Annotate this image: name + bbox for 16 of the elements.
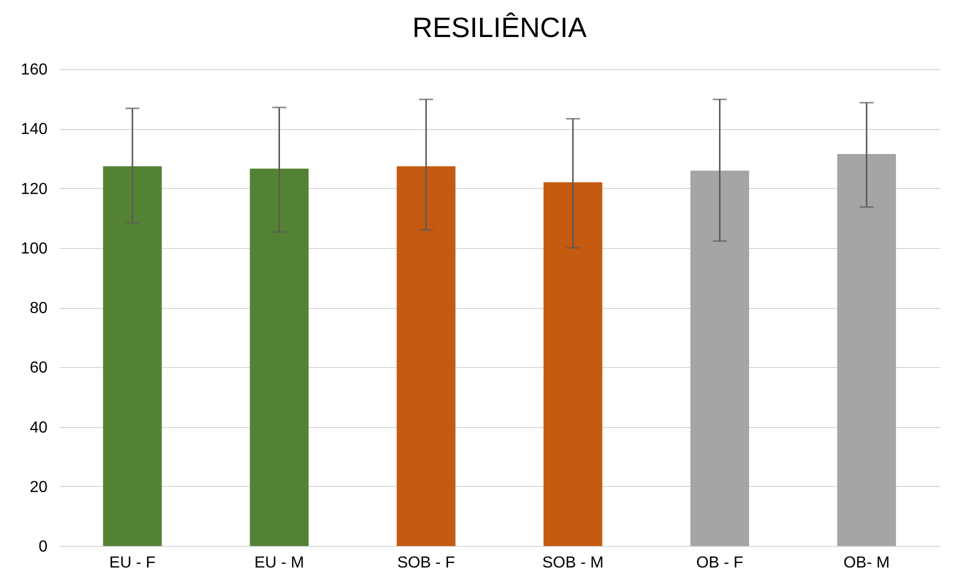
y-tick-label: 80 bbox=[30, 300, 48, 317]
y-tick-label: 140 bbox=[20, 121, 48, 138]
y-tick-label: 120 bbox=[20, 180, 48, 198]
y-tick-label: 160 bbox=[20, 62, 48, 78]
y-tick-label: 0 bbox=[38, 538, 48, 556]
x-tick-label: SOB - F bbox=[397, 554, 456, 572]
x-tick-label: SOB - M bbox=[542, 554, 604, 572]
x-tick-label: OB- M bbox=[843, 554, 890, 572]
x-tick-label: OB - F bbox=[696, 554, 744, 572]
y-tick-label: 40 bbox=[30, 419, 48, 436]
x-tick-label: EU - M bbox=[254, 554, 304, 572]
y-tick-label: 100 bbox=[20, 240, 48, 258]
x-tick-label: EU - F bbox=[109, 554, 156, 572]
y-tick-label: 20 bbox=[30, 478, 48, 496]
y-tick-label: 60 bbox=[30, 360, 48, 377]
chart-title: RESILIÊNCIA bbox=[412, 12, 587, 43]
